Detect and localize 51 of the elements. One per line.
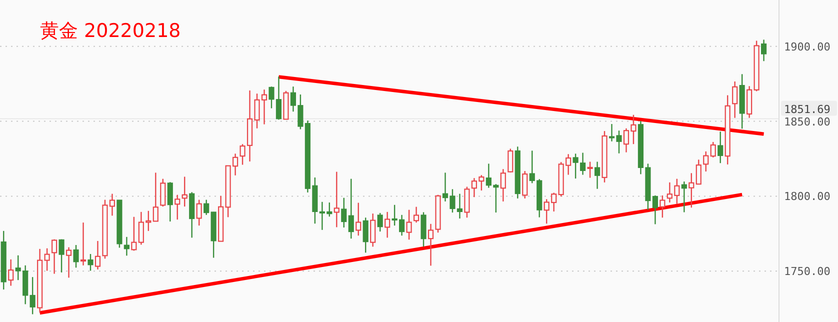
- candlestick: [58, 238, 64, 274]
- candlestick: [94, 240, 101, 270]
- candlestick: [732, 80, 738, 118]
- candlestick: [131, 216, 137, 252]
- candlestick: [348, 178, 354, 240]
- candlestick: [152, 172, 158, 222]
- y-tick-label: 1900.00: [784, 40, 830, 54]
- candlestick: [52, 238, 58, 274]
- candlestick: [124, 236, 130, 256]
- candlestick: [160, 178, 166, 208]
- candlestick: [660, 194, 666, 218]
- candlestick: [420, 212, 426, 248]
- candlestick: [413, 206, 420, 224]
- candlestick: [681, 180, 687, 213]
- candlestick: [66, 246, 72, 278]
- candlestick: [204, 199, 210, 216]
- candlestick: [594, 161, 600, 190]
- candlestick: [370, 212, 376, 248]
- y-tick-label: 1750.00: [784, 265, 830, 278]
- candlestick: [703, 150, 709, 172]
- candlestick: [182, 176, 188, 208]
- candlestick: [362, 217, 368, 254]
- y-tick-label: 1850.00: [784, 115, 830, 128]
- candlestick: [384, 211, 390, 238]
- text: 黄金 20220218: [40, 20, 181, 42]
- candlestick: [718, 131, 724, 164]
- ref-line-label: 1851.69: [784, 102, 830, 116]
- candlestick: [377, 212, 383, 232]
- candlestick: [688, 172, 694, 208]
- candlestick: [341, 197, 347, 228]
- candlestick: [508, 148, 514, 173]
- candlestick: [696, 159, 702, 185]
- candlestick: [174, 194, 180, 220]
- candlestick: [761, 39, 767, 62]
- candlestick: [196, 199, 202, 226]
- candlestick: [522, 170, 528, 200]
- candlestick: [80, 222, 86, 266]
- candlestick: [8, 258, 14, 286]
- candlestick: [356, 202, 362, 236]
- candlestick: [406, 209, 412, 240]
- candlestick: [44, 248, 50, 272]
- candlestick: [88, 253, 94, 272]
- candlestick: [167, 182, 173, 222]
- y-tick-label: 1800.00: [784, 190, 830, 204]
- candlestick: [587, 161, 593, 178]
- candlestick: [464, 186, 470, 218]
- candlestick: [30, 276, 36, 315]
- candlestick: [334, 171, 340, 228]
- candlestick: [710, 141, 716, 158]
- candlestick: [73, 244, 79, 268]
- candlestick: [500, 168, 506, 202]
